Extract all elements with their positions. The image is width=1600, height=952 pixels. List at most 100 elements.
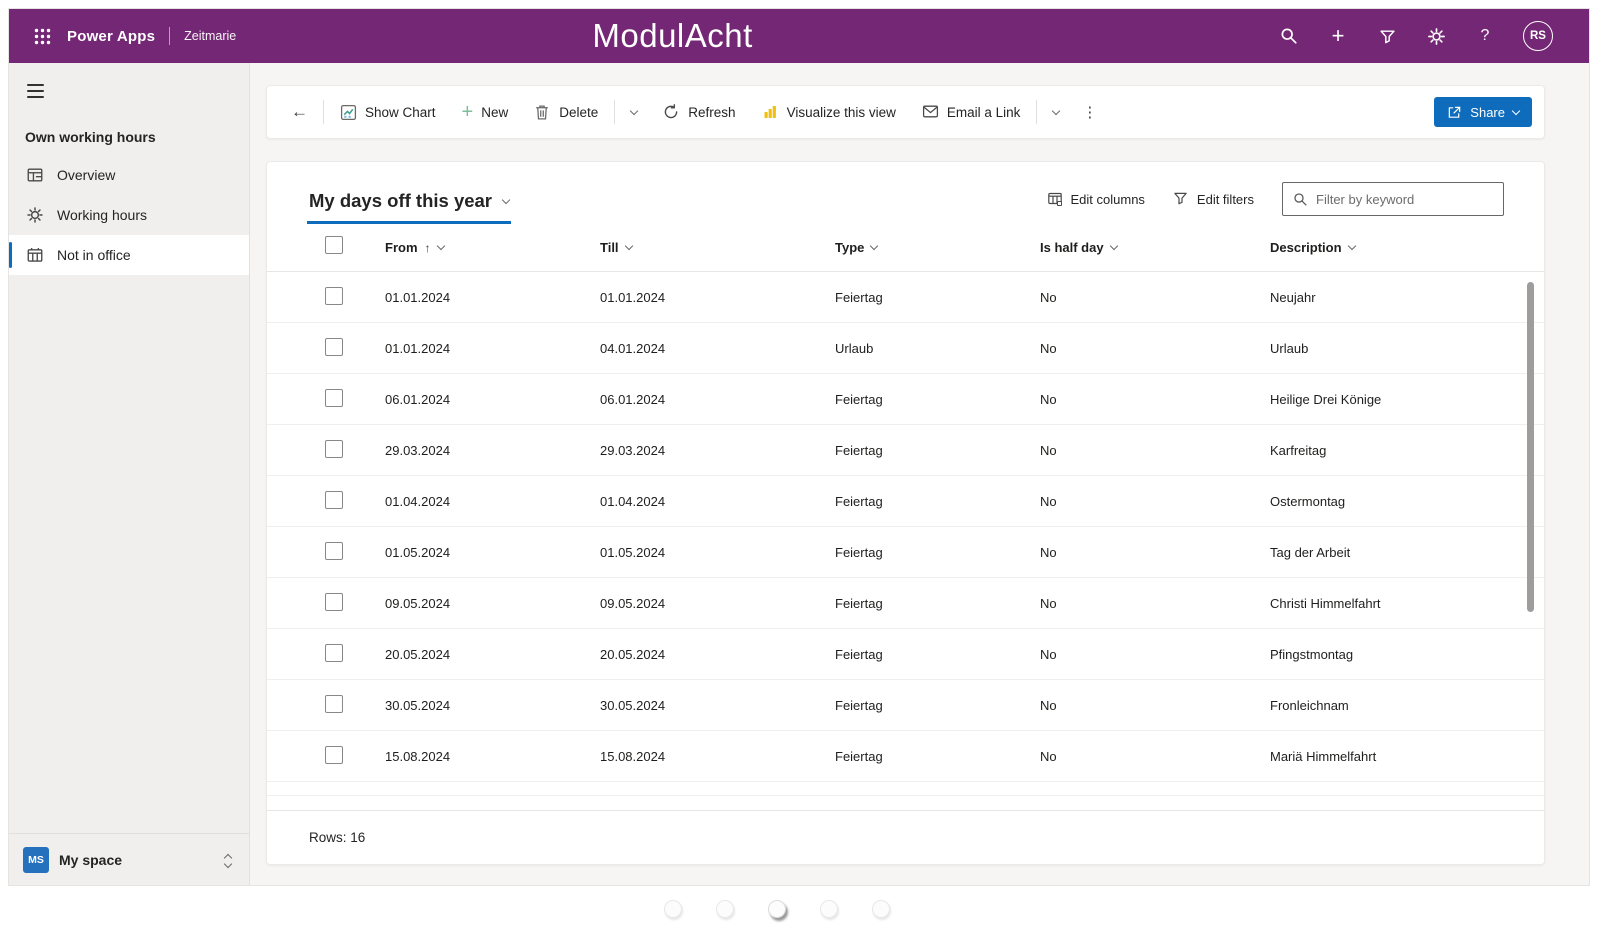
chart-icon	[340, 104, 357, 121]
sort-ascending-icon: ↑	[424, 240, 431, 255]
row-checkbox[interactable]	[325, 592, 343, 611]
table-body: 01.01.2024 01.01.2024 Feiertag No Neujah…	[267, 272, 1544, 796]
help-icon[interactable]: ?	[1480, 27, 1490, 44]
row-checkbox[interactable]	[325, 643, 343, 662]
refresh-button[interactable]: Refresh	[650, 93, 748, 131]
chevron-down-icon	[1511, 106, 1521, 115]
brand-label[interactable]: Power Apps	[67, 27, 156, 45]
add-icon[interactable]: +	[1331, 23, 1345, 48]
table-row[interactable]: 29.03.2024 29.03.2024 Feiertag No Karfre…	[267, 425, 1544, 476]
cell-type: Urlaub	[835, 340, 874, 356]
trash-icon	[534, 104, 551, 121]
share-label: Share	[1470, 104, 1505, 120]
cell-from: 29.03.2024	[385, 442, 451, 458]
column-header-type[interactable]: Type	[835, 240, 1040, 255]
sidebar-group-label: Own working hours	[25, 129, 156, 145]
cell-from: 01.04.2024	[385, 493, 451, 509]
cell-type: Feiertag	[835, 391, 883, 407]
chevron-down-icon	[436, 241, 445, 251]
loading-indicator	[664, 900, 890, 918]
table-row[interactable]: 01.01.2024 04.01.2024 Urlaub No Urlaub	[267, 323, 1544, 374]
row-checkbox[interactable]	[325, 694, 343, 713]
sidebar-item-overview[interactable]: Overview	[9, 155, 249, 195]
partial-row	[267, 782, 1544, 796]
table-row[interactable]: 30.05.2024 30.05.2024 Feiertag No Fronle…	[267, 680, 1544, 731]
loading-dot-active	[768, 900, 786, 918]
edit-columns-button[interactable]: Edit columns	[1047, 191, 1145, 207]
visualize-view-button[interactable]: Visualize this view	[749, 93, 909, 131]
email-link-button[interactable]: Email a Link	[909, 93, 1034, 131]
cell-description: Christi Himmelfahrt	[1270, 595, 1381, 611]
filter-icon[interactable]	[1376, 25, 1398, 47]
column-label: Description	[1270, 240, 1342, 255]
cell-is-half-day: No	[1040, 646, 1057, 662]
cell-till: 04.01.2024	[600, 340, 666, 356]
cell-type: Feiertag	[835, 442, 883, 458]
cell-is-half-day: No	[1040, 340, 1057, 356]
more-commands-button[interactable]: ⋮	[1082, 104, 1098, 121]
row-checkbox[interactable]	[325, 337, 343, 356]
chevron-down-icon	[501, 195, 511, 204]
hamburger-menu-icon[interactable]	[17, 69, 59, 113]
row-checkbox[interactable]	[325, 388, 343, 407]
column-label: Type	[835, 240, 865, 255]
keyword-filter-input[interactable]	[1316, 191, 1493, 207]
table-row[interactable]: 09.05.2024 09.05.2024 Feiertag No Christ…	[267, 578, 1544, 629]
cell-from: 15.08.2024	[385, 748, 451, 764]
column-header-is-half-day[interactable]: Is half day	[1040, 240, 1270, 255]
chevron-down-icon	[1347, 241, 1356, 251]
cell-from: 01.01.2024	[385, 340, 451, 356]
delete-overflow-chevron[interactable]	[618, 93, 650, 131]
divider	[614, 100, 616, 124]
new-button[interactable]: + New	[449, 93, 522, 131]
app-launcher-icon[interactable]	[21, 9, 63, 63]
row-checkbox[interactable]	[325, 541, 343, 560]
column-header-from[interactable]: From ↑	[385, 240, 600, 255]
environment-label[interactable]: Zeitmarie	[184, 29, 237, 43]
cell-description: Karfreitag	[1270, 442, 1327, 458]
refresh-label: Refresh	[688, 104, 736, 120]
cell-description: Fronleichnam	[1270, 697, 1349, 713]
cell-from: 20.05.2024	[385, 646, 451, 662]
column-header-till[interactable]: Till	[600, 240, 835, 255]
overflow-chevron[interactable]	[1040, 93, 1072, 131]
search-icon[interactable]	[1278, 25, 1300, 47]
cell-till: 01.01.2024	[600, 289, 666, 305]
table-row[interactable]: 06.01.2024 06.01.2024 Feiertag No Heilig…	[267, 374, 1544, 425]
edit-filters-button[interactable]: Edit filters	[1173, 191, 1254, 207]
view-selector[interactable]: My days off this year	[307, 190, 512, 224]
row-checkbox[interactable]	[325, 490, 343, 509]
back-button[interactable]: ←	[291, 102, 308, 121]
loading-dot	[820, 900, 838, 918]
select-all-checkbox[interactable]	[325, 236, 343, 254]
email-icon	[922, 104, 939, 121]
area-switcher[interactable]: MS My space	[9, 833, 249, 885]
table-row[interactable]: 20.05.2024 20.05.2024 Feiertag No Pfings…	[267, 629, 1544, 680]
settings-gear-icon[interactable]	[1425, 25, 1447, 47]
user-avatar[interactable]: RS	[1523, 21, 1553, 51]
table-scrollbar[interactable]	[1527, 282, 1534, 612]
env-divider	[169, 27, 171, 45]
cell-is-half-day: No	[1040, 748, 1057, 764]
table-row[interactable]: 01.01.2024 01.01.2024 Feiertag No Neujah…	[267, 272, 1544, 323]
sidebar-item-label: Not in office	[57, 247, 131, 263]
share-button[interactable]: Share	[1434, 97, 1532, 127]
table-row[interactable]: 01.05.2024 01.05.2024 Feiertag No Tag de…	[267, 527, 1544, 578]
table-row[interactable]: 01.04.2024 01.04.2024 Feiertag No Osterm…	[267, 476, 1544, 527]
sidebar-item-not-in-office[interactable]: Not in office	[9, 235, 249, 275]
row-checkbox[interactable]	[325, 439, 343, 458]
unfold-chevrons-icon	[223, 852, 235, 869]
sidebar-item-label: Overview	[57, 167, 116, 183]
delete-button[interactable]: Delete	[521, 93, 611, 131]
view-header: My days off this year Edit columns	[267, 162, 1544, 224]
cell-description: Urlaub	[1270, 340, 1309, 356]
row-checkbox[interactable]	[325, 745, 343, 764]
show-chart-button[interactable]: Show Chart	[327, 93, 449, 131]
app-bar: Power Apps Zeitmarie ModulAcht + ? RS	[9, 9, 1589, 63]
row-checkbox[interactable]	[325, 286, 343, 305]
cell-till: 15.08.2024	[600, 748, 666, 764]
table-row[interactable]: 15.08.2024 15.08.2024 Feiertag No Mariä …	[267, 731, 1544, 782]
sidebar: Own working hours Overview Working hours…	[9, 63, 250, 885]
column-header-description[interactable]: Description	[1270, 240, 1544, 255]
sidebar-item-working-hours[interactable]: Working hours	[9, 195, 249, 235]
